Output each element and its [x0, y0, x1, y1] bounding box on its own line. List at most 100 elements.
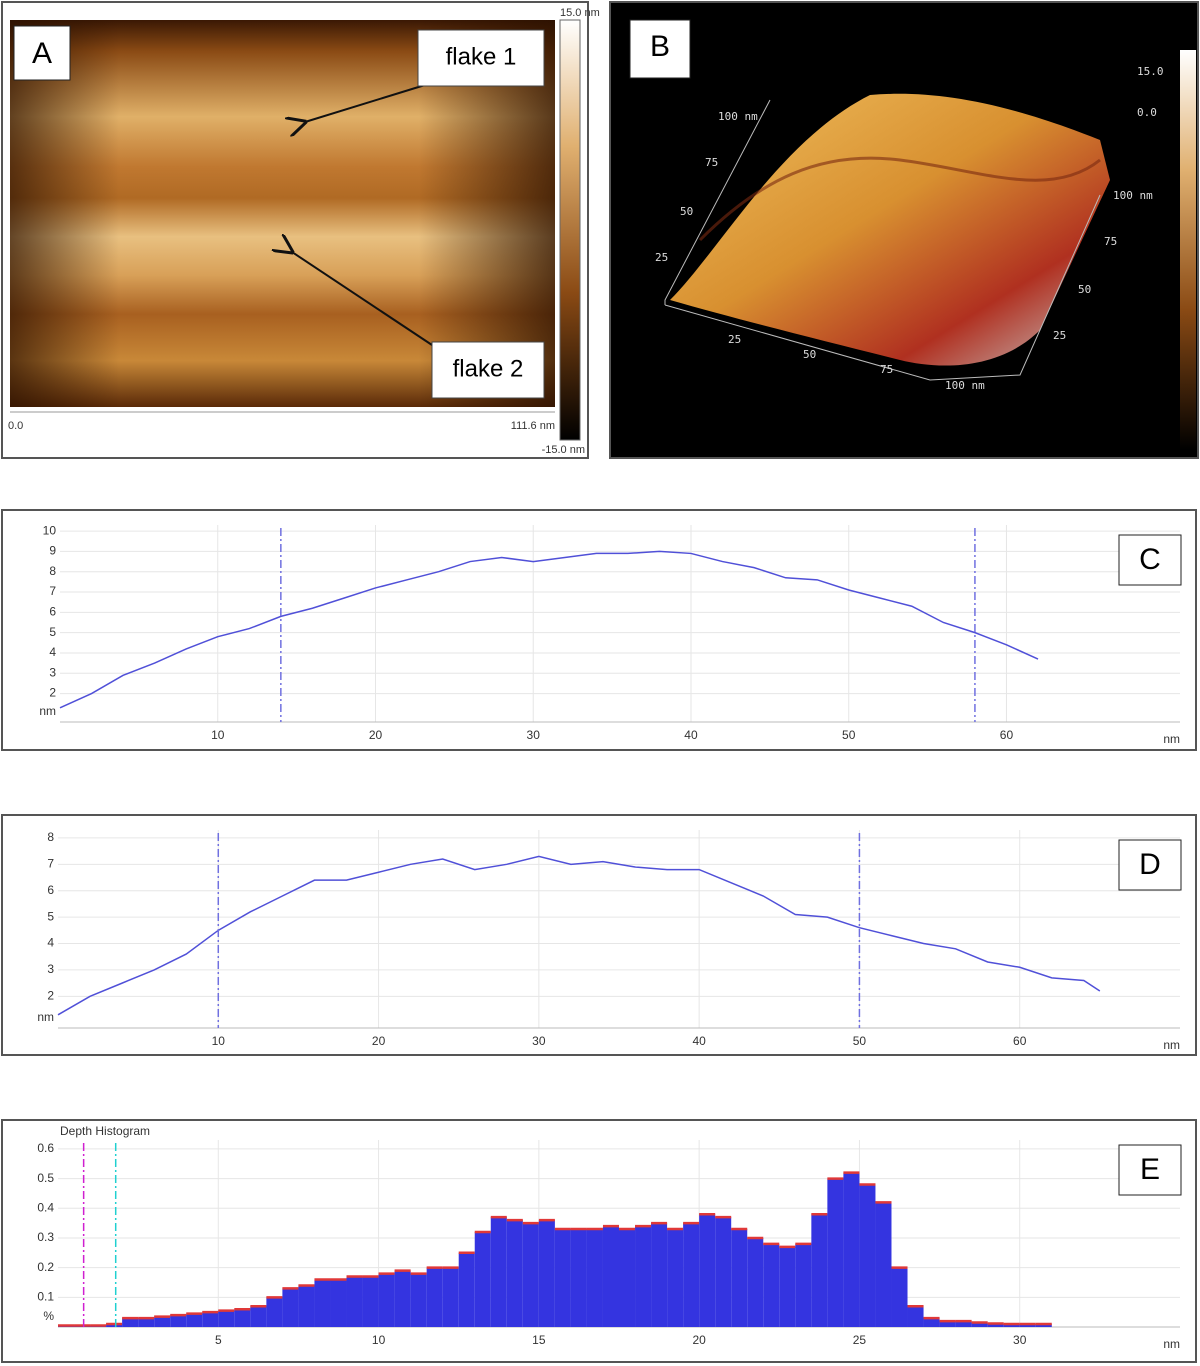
histogram-bar: [747, 1237, 764, 1327]
histogram-bar: [554, 1229, 571, 1327]
panel-label: A: [32, 37, 52, 70]
x-tick-label: 20: [369, 728, 383, 742]
y-tick-label: 6: [47, 883, 54, 897]
x-tick-label: 30: [527, 728, 541, 742]
y-tick-label: 4: [47, 936, 54, 950]
histogram-bar: [1035, 1324, 1052, 1327]
callout-box: [417, 29, 545, 87]
histogram-bar: [266, 1297, 283, 1327]
color-bar: [559, 19, 581, 441]
scale-max: 15.0: [1137, 65, 1164, 78]
histogram-bar: [458, 1252, 475, 1327]
y-tick-label: 8: [47, 830, 54, 844]
histogram-bar: [106, 1324, 123, 1327]
y-tick-label: 0.4: [37, 1200, 54, 1214]
histogram-bar: [122, 1318, 139, 1327]
x-tick-label: 25: [853, 1333, 867, 1347]
histogram-bar: [779, 1246, 796, 1327]
chart-frame: [1, 814, 1197, 1056]
histogram-bar: [843, 1172, 860, 1327]
y-tick-label: 4: [49, 645, 56, 659]
y-tick-label: 7: [49, 584, 56, 598]
histogram-bar: [891, 1267, 908, 1327]
y-unit: nm: [37, 1010, 54, 1024]
histogram-bar: [362, 1276, 379, 1327]
y-tick-label: 2: [49, 686, 56, 700]
panel-a: 15.0 nm -15.0 nm 0.0 111.6 nm A flake 1 …: [1, 1, 600, 459]
histogram-bar: [218, 1310, 235, 1327]
arrow: [305, 84, 426, 122]
axis-label: 50: [803, 348, 816, 361]
histogram-bar: [410, 1273, 427, 1327]
box-edge: [664, 194, 1101, 381]
y-unit: %: [43, 1309, 54, 1323]
panel-b: B 15.0 0.0 100 nm 75 50 25 25 50 75 100 …: [609, 1, 1199, 459]
histogram-bar: [955, 1321, 972, 1327]
axis-label: 25: [655, 251, 668, 264]
panel-label-box: [13, 25, 71, 81]
histogram-bar: [170, 1315, 187, 1327]
x-tick-label: 10: [211, 728, 225, 742]
x-tick-label: 50: [853, 1034, 867, 1048]
box-edge: [664, 99, 771, 305]
axis-label: 75: [1104, 235, 1117, 248]
axis-label: 100 nm: [945, 379, 985, 392]
histogram-bar: [250, 1306, 267, 1327]
histogram-bar: [731, 1229, 748, 1327]
ridge: [698, 156, 1101, 242]
x-tick-label: 60: [1000, 728, 1014, 742]
histogram-bar: [1019, 1324, 1036, 1327]
chart-frame: [1, 509, 1197, 751]
histogram-bar: [330, 1279, 347, 1327]
arrow: [292, 252, 433, 346]
y-tick-label: 0.6: [37, 1141, 54, 1155]
surface: [670, 93, 1110, 366]
y-unit: nm: [39, 704, 56, 718]
panel-label-box: [1118, 839, 1182, 891]
y-tick-label: 9: [49, 544, 56, 558]
histogram-bar: [939, 1321, 956, 1327]
chart: 2 3 4 5 6 7 8 10 20 30 40 50 60 nm nm D: [1, 814, 1197, 1056]
axis-label: 50: [1078, 283, 1091, 296]
histogram-bar: [538, 1220, 555, 1327]
y-tick-label: 3: [47, 962, 54, 976]
axis-label: 75: [880, 363, 893, 376]
x-tick-label: 30: [1013, 1333, 1027, 1347]
histogram-bar: [987, 1323, 1004, 1327]
x-tick-label: 40: [692, 1034, 706, 1048]
histogram-bar: [346, 1276, 363, 1327]
panel-label-box: [629, 19, 691, 79]
scale-max: 15.0 nm: [560, 7, 600, 19]
chart-title: Depth Histogram: [60, 1124, 150, 1138]
axis-start: 0.0: [8, 420, 23, 432]
scale-mid: 0.0: [1137, 106, 1157, 119]
histogram-bar: [234, 1309, 251, 1327]
histogram-bar: [683, 1223, 700, 1327]
y-tick-label: 5: [49, 625, 56, 639]
histogram-bar: [875, 1202, 892, 1327]
histogram-bar: [154, 1316, 171, 1327]
panel-label: C: [1139, 543, 1161, 576]
x-tick-label: 20: [372, 1034, 386, 1048]
histogram-bar: [378, 1273, 395, 1327]
x-tick-label: 10: [372, 1333, 386, 1347]
histogram-bar: [763, 1243, 780, 1327]
histogram-bar: [635, 1226, 652, 1327]
profile-charts: 2 3 4 5 6 7 8 9 10 10 20 30 40 50 60 nm nm C 2 3 4 5 6 7 8 10 20 30…: [1, 509, 1197, 1363]
panel-label: B: [650, 30, 670, 63]
panel-label: E: [1140, 1153, 1160, 1186]
histogram-bar: [186, 1313, 203, 1327]
x-tick-label: 10: [212, 1034, 226, 1048]
histogram-bar: [827, 1178, 844, 1327]
color-bar: [1180, 50, 1196, 450]
panel-label: D: [1139, 848, 1161, 881]
x-unit: nm: [1163, 1038, 1180, 1052]
axis-label: 25: [1053, 329, 1066, 342]
axis-end: 111.6 nm: [511, 420, 555, 432]
y-tick-label: 2: [47, 988, 54, 1002]
histogram-bar: [715, 1217, 732, 1327]
histogram-bar: [474, 1232, 491, 1327]
y-tick-label: 0.2: [37, 1260, 54, 1274]
histogram-bar: [795, 1243, 812, 1327]
